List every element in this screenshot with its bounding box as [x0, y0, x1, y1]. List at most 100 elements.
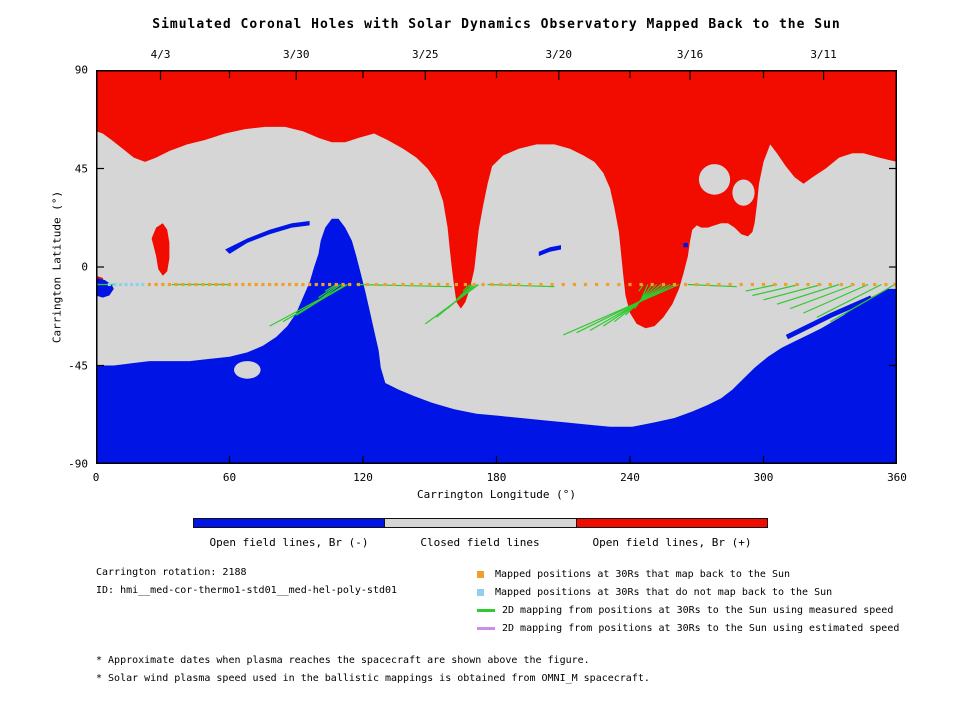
field-line-colorbar [193, 518, 768, 528]
mapped-position-marker [661, 282, 665, 287]
x-tick-label-120: 120 [353, 471, 373, 484]
chart-title: Simulated Coronal Holes with Solar Dynam… [152, 17, 841, 32]
open-field-positive-patch [151, 223, 170, 276]
mapped-position-marker [341, 282, 345, 287]
mapped-position-marker [356, 282, 361, 287]
mapped-position-marker [274, 282, 278, 287]
mapped-position-marker [650, 282, 654, 287]
x-tick-label-180: 180 [486, 471, 507, 484]
open-field-negative-patch [96, 277, 114, 298]
mapped-position-marker [684, 282, 688, 287]
mapped-position-marker [539, 282, 543, 287]
mapped-position-marker [550, 282, 554, 287]
axis-frame [96, 70, 897, 464]
mapped-position-marker [187, 282, 192, 287]
carrington-rotation-text: Carrington rotation: 2188 [96, 567, 247, 578]
mapped-position-marker [410, 282, 414, 287]
marker-legend: Mapped positions at 30Rs that map back t… [477, 565, 899, 637]
mapped-position-marker [445, 282, 450, 287]
x-axis-label: Carrington Longitude (°) [417, 488, 576, 501]
mapped-position-marker [739, 282, 743, 287]
mapped-position-marker [728, 282, 732, 287]
mapping-line-measured-speed [309, 284, 342, 307]
mapped-position-marker [328, 282, 332, 287]
unmapped-position-marker [124, 282, 128, 287]
mapped-position-marker [281, 282, 285, 287]
mapped-position-marker [454, 282, 458, 287]
unmapped-position-marker [118, 282, 123, 287]
closed-field-hole [698, 164, 731, 195]
mapped-position-marker [147, 282, 151, 287]
mapping-line-measured-speed [324, 283, 337, 292]
mapped-position-marker [828, 282, 832, 287]
legend-label-estimated-speed: 2D mapping from positions at 30Rs to the… [502, 622, 900, 634]
mapped-position-marker [499, 282, 503, 287]
y-tick-label--45: -45 [68, 359, 88, 372]
violet-line-icon [477, 626, 495, 630]
mapped-position-marker [481, 282, 485, 287]
mapped-position-marker [784, 282, 788, 287]
mapped-position-marker [639, 282, 643, 287]
mapped-position-marker [884, 282, 888, 287]
mapped-position-marker [773, 282, 777, 287]
unmapped-position-marker [113, 282, 117, 287]
date-label-3/30: 3/30 [283, 48, 310, 61]
mapped-position-marker [181, 282, 185, 287]
mapped-position-marker [606, 282, 610, 287]
mapped-position-marker [207, 282, 212, 287]
date-label-3/16: 3/16 [676, 48, 704, 61]
legend-label-not-mapped: Mapped positions at 30Rs that do not map… [495, 586, 833, 598]
open-field-negative-patch [538, 245, 561, 257]
x-tick-label-360: 360 [887, 471, 907, 484]
green-line-icon [477, 608, 495, 612]
colorbar-gray-segment [385, 519, 577, 527]
x-tick-label-240: 240 [620, 471, 640, 484]
legend-row-not-mapped: Mapped positions at 30Rs that do not map… [477, 583, 899, 601]
coronal-hole-map [96, 70, 897, 464]
mapped-position-marker [628, 282, 632, 287]
mapped-position-marker [392, 282, 396, 287]
mapped-position-marker [365, 282, 369, 287]
open-field-positive-region [96, 70, 897, 329]
unmapped-position-marker [135, 282, 139, 287]
mapped-position-marker [472, 282, 476, 287]
mapping-line-measured-speed [830, 283, 896, 323]
mapped-position-marker [706, 282, 710, 287]
open-field-negative-patch [683, 242, 688, 248]
mapped-position-marker [294, 282, 298, 287]
date-label-3/11: 3/11 [810, 48, 837, 61]
mapping-line-measured-speed [455, 284, 473, 301]
mapping-line-measured-speed [789, 283, 855, 310]
mapped-position-marker [617, 282, 621, 287]
date-label-3/20: 3/20 [545, 48, 573, 61]
mapped-position-marker [334, 282, 338, 287]
unmapped-position-marker [130, 282, 134, 287]
colorbar-blue-segment [194, 519, 386, 527]
x-tick-label-300: 300 [753, 471, 774, 484]
mapped-position-marker [247, 282, 252, 287]
mapped-position-marker [154, 282, 158, 287]
mapping-line-measured-speed [462, 284, 471, 292]
mapped-position-marker [873, 282, 877, 287]
mapped-position-marker [254, 282, 258, 287]
y-tick-label-90: 90 [74, 63, 88, 77]
mapping-line-measured-speed [487, 283, 555, 288]
mapping-line-measured-speed [447, 284, 475, 310]
mapped-position-marker [374, 282, 378, 287]
legend-label-mapped: Mapped positions at 30Rs that map back t… [495, 568, 791, 580]
mapped-position-marker [348, 282, 352, 287]
mapped-position-marker [167, 282, 171, 287]
mapped-position-marker [301, 282, 305, 287]
mapped-position-marker [463, 282, 467, 287]
mapped-position-marker [428, 282, 432, 287]
orange-square-icon [477, 570, 484, 578]
mapping-line-measured-speed [589, 283, 671, 332]
mapped-position-marker [750, 282, 754, 287]
mapped-position-marker [383, 282, 387, 287]
footnote-dates: * Approximate dates when plasma reaches … [96, 655, 590, 666]
mapped-position-marker [419, 282, 423, 287]
mapping-line-measured-speed [634, 284, 653, 309]
mapped-position-marker [850, 282, 855, 287]
mapped-position-marker [321, 282, 325, 287]
